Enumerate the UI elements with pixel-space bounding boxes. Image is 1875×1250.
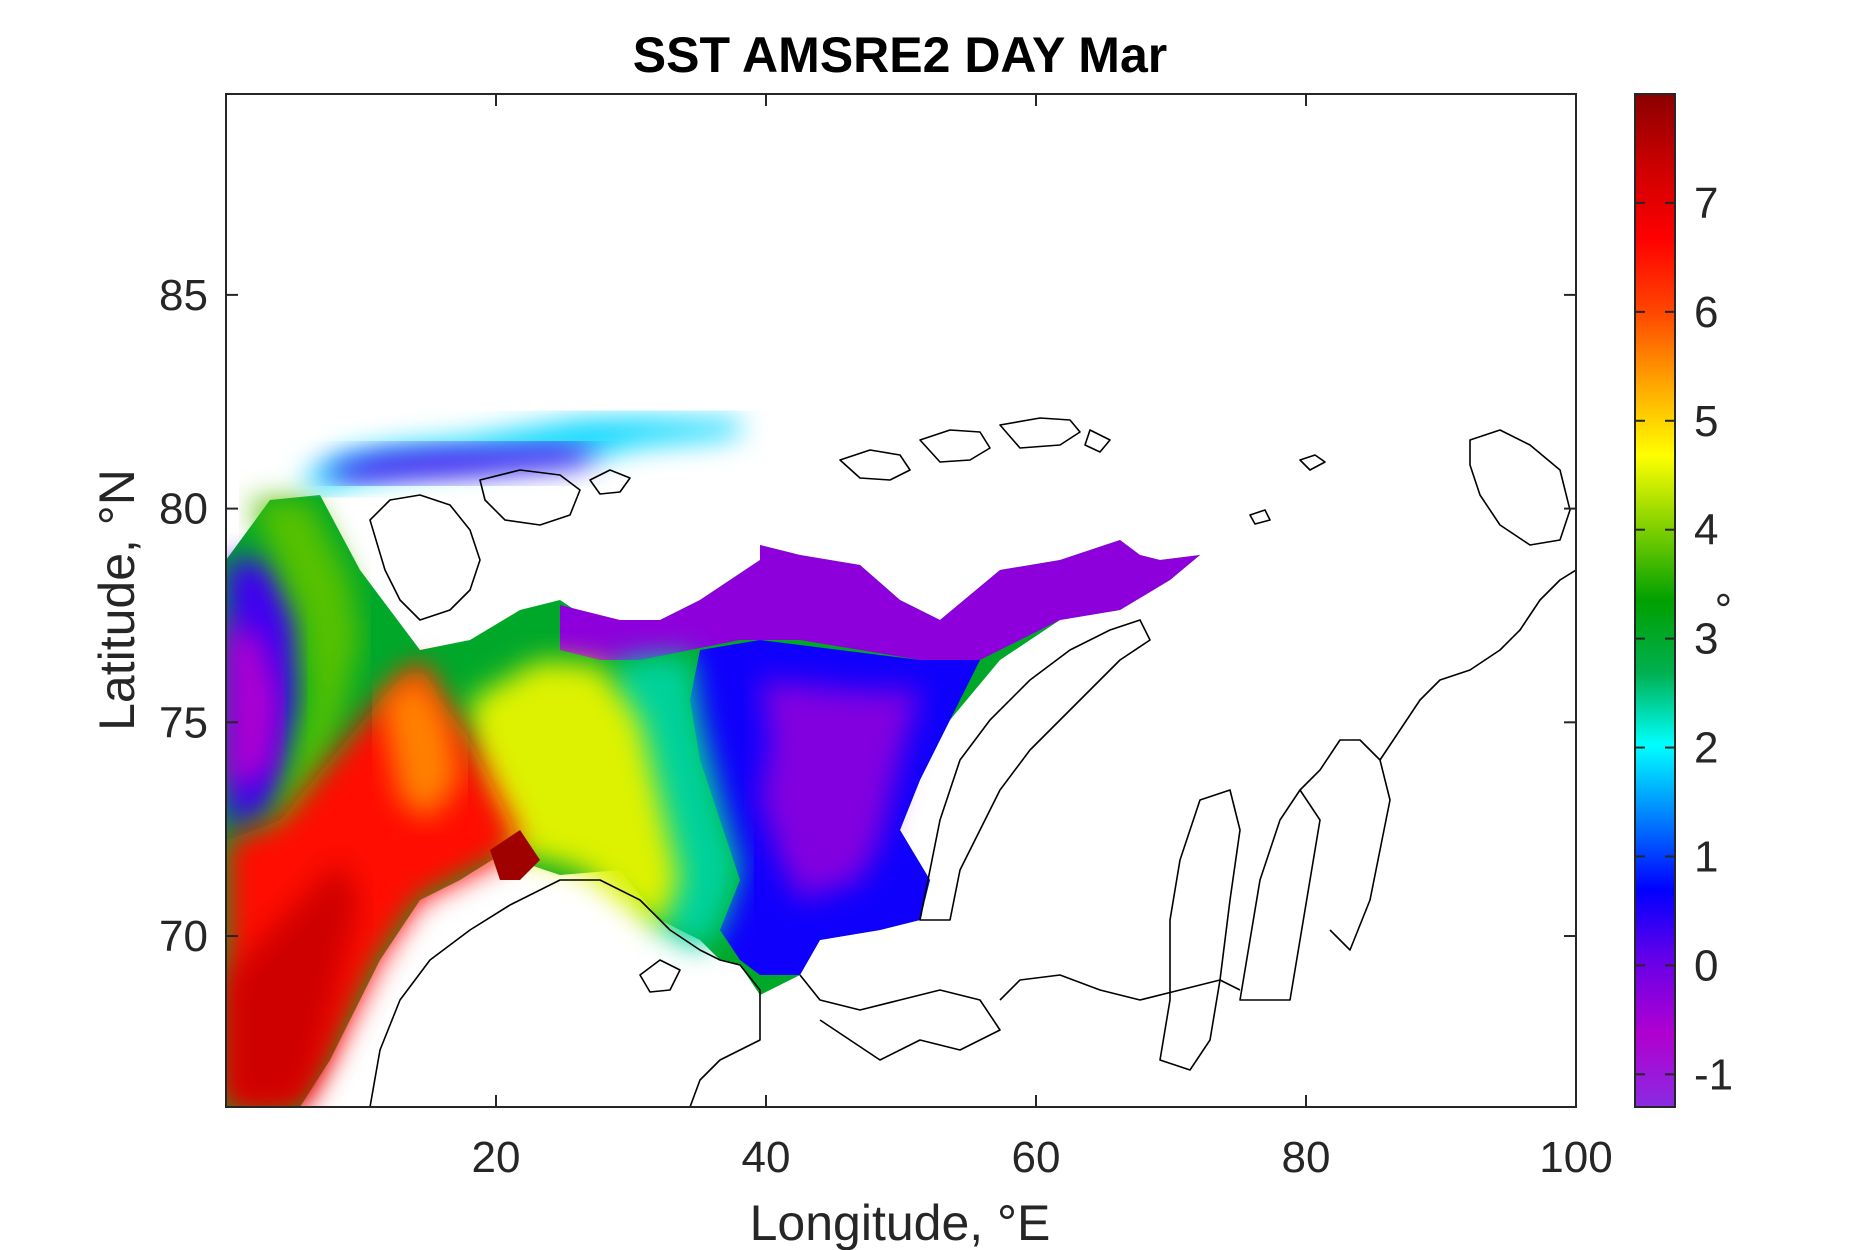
coastline-segment	[589, 469, 631, 495]
colorbar-tick-label: 3	[1694, 615, 1718, 664]
coastline-segment	[1159, 789, 1241, 1071]
colorbar-scale	[1634, 93, 1676, 1108]
norwegian-coast-warm	[226, 860, 360, 1107]
x-tick-label: 20	[472, 1133, 521, 1182]
west-cold-core	[226, 620, 280, 790]
coastline-segment	[839, 449, 911, 481]
colorbar-tick-label: 7	[1694, 179, 1718, 228]
y-tick-label: 70	[159, 912, 208, 961]
north-barents-cold	[560, 540, 1200, 660]
x-tick-label: 40	[742, 1133, 791, 1182]
coastline-segment	[1299, 454, 1326, 471]
coastline-segment	[369, 494, 481, 621]
coastline-segment	[919, 619, 1151, 921]
x-tick-label: 100	[1539, 1133, 1612, 1182]
x-tick-label: 60	[1012, 1133, 1061, 1182]
colorbar-unit-label: °	[1709, 591, 1758, 609]
coastline-segment	[1084, 429, 1111, 453]
west-front	[250, 500, 360, 860]
colorbar-tick-label: 4	[1694, 506, 1718, 555]
colorbar-tick-label: 2	[1694, 724, 1718, 773]
sst-field	[226, 418, 1200, 1107]
svalbard-fringe-purple	[320, 445, 600, 482]
colorbar: -1 0 1 2 3 4 5 6 7 °	[1634, 93, 1758, 1108]
north-cape-spot	[490, 830, 540, 880]
colorbar-tick-label: 6	[1694, 288, 1718, 337]
coastline-segment	[999, 974, 1241, 1001]
x-axis-ticks: 20 40 60 80 100	[472, 94, 1613, 1182]
bear-island-tongue	[380, 670, 460, 820]
y-tick-label: 85	[159, 271, 208, 320]
coastline-segment	[1239, 789, 1321, 1001]
coastline-segment	[479, 469, 581, 526]
x-tick-label: 80	[1282, 1133, 1331, 1182]
coastlines	[369, 417, 1576, 1107]
coastline-segment	[999, 417, 1081, 449]
coastline-segment	[919, 429, 991, 463]
colorbar-tick-label: 5	[1694, 397, 1718, 446]
coastline-segment	[799, 974, 1001, 1061]
south-barents-mid	[470, 660, 680, 930]
y-tick-label: 80	[159, 485, 208, 534]
y-axis-label: Latitude, °N	[89, 469, 145, 731]
plot-frame	[225, 93, 1577, 1108]
coastline-segment	[1469, 429, 1571, 546]
coastline-segment	[639, 959, 681, 993]
coastline-segment	[369, 879, 761, 1107]
east-barents-core	[760, 680, 920, 900]
chart-title: SST AMSRE2 DAY Mar	[633, 27, 1167, 83]
coastline-segment	[1299, 739, 1391, 951]
colorbar-ticks: -1 0 1 2 3 4 5 6 7	[1635, 179, 1733, 1099]
y-tick-label: 75	[159, 698, 208, 747]
colorbar-tick-label: 0	[1694, 941, 1718, 990]
coastline-segment	[1249, 509, 1271, 525]
coastline-segment	[1379, 569, 1576, 761]
plot-area: 20 40 60 80 100 70 75 80 85	[159, 93, 1613, 1182]
colorbar-tick-label: -1	[1694, 1050, 1733, 1099]
x-axis-label: Longitude, °E	[750, 1195, 1051, 1250]
y-axis-ticks: 70 75 80 85	[159, 271, 1576, 961]
colorbar-tick-label: 1	[1694, 832, 1718, 881]
